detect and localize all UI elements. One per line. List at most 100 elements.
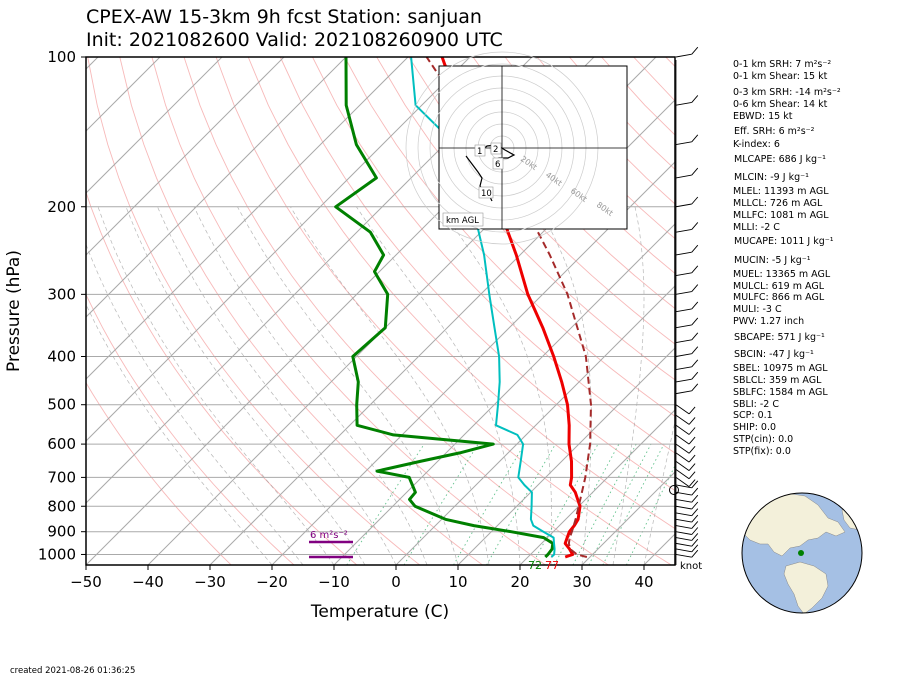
x-tick-label: 10 [448,573,467,591]
x-tick-label: 30 [572,573,591,591]
moist-adiabat [538,207,591,565]
moist-adiabat [194,207,427,565]
wind-units-label: knot [680,561,702,572]
wind-barb [676,367,692,370]
wind-barb [676,325,692,328]
isotherm [0,57,346,565]
moist-adiabat [98,207,334,565]
wind-barb [676,204,692,207]
y-tick-label: 500 [47,396,76,414]
y-tick-label: 300 [47,285,76,303]
wind-barb [676,379,692,382]
wind-barb [676,453,689,462]
wind-barb [676,354,692,357]
wind-barb-flag [692,302,698,309]
dry-adiabat [120,57,483,565]
y-tick-label: 700 [47,468,76,486]
isotherm [0,57,222,565]
wind-barb [676,461,689,470]
index-line: MUCIN: -5 J kg⁻¹ [734,255,811,266]
wind-barb-flag [692,488,698,495]
wind-barb-flag [692,347,698,354]
wind-barb [676,506,692,509]
wind-barb-flag [689,428,695,435]
wind-barb [676,526,692,529]
index-line: 0-3 km SRH: -14 m²s⁻² [733,87,841,98]
wind-barb-flag [689,446,695,453]
wind-barb [676,538,692,541]
index-line: SCP: 0.1 [733,410,773,421]
y-tick-label: 200 [47,198,76,216]
y-tick-label: 1000 [38,545,76,563]
station-marker [798,550,804,556]
wind-barb-flag [692,360,698,367]
hodograph-marker: 6 [495,160,500,170]
chart-title-line2: Init: 2021082600 Valid: 202108260900 UTC [86,29,503,51]
x-tick-label: 0 [391,573,401,591]
wind-barb-flag [692,266,698,273]
wind-barb [676,444,689,453]
index-line: 0-1 km Shear: 15 kt [733,71,828,82]
isotherm [0,57,284,565]
wind-barb [676,415,689,424]
index-line: MULCL: 619 m AGL [733,281,825,292]
moist-adiabat [644,207,713,565]
hodograph-marker: 2 [493,145,498,155]
wind-barb-flag [692,539,698,546]
index-line: SHIP: 0.0 [733,422,776,433]
wind-barb-flag [692,197,698,204]
wind-barb [676,549,692,552]
index-line: MLCAPE: 686 J kg⁻¹ [734,154,826,165]
wind-barb [676,499,692,502]
index-line: MULFC: 866 m AGL [733,292,825,303]
location-globe [742,493,864,614]
index-line: 0-6 km Shear: 14 kt [733,99,828,110]
wind-barb [676,54,692,57]
wind-barb-flag [689,455,695,462]
index-line: SBLFC: 1584 m AGL [733,387,828,398]
created-timestamp: created 2021-08-26 01:36:25 [10,666,135,675]
mixing-ratio-line [532,444,598,565]
wind-barb-flag [692,318,698,325]
moist-adiabat [158,207,397,565]
x-axis-label: Temperature (C) [310,602,449,622]
surface-temp-label: 77 [545,559,559,572]
index-line: STP(fix): 0.0 [733,446,791,457]
wind-barb [676,175,692,178]
isotherm [0,57,470,565]
isotherm [0,57,160,565]
wind-barb [676,492,692,495]
hodograph-marker: 10 [481,189,492,199]
wind-barb-flag [692,245,698,252]
wind-barb [676,425,689,434]
index-line: MLLCL: 726 m AGL [733,198,823,209]
y-tick-label: 800 [47,497,76,515]
dry-adiabat [88,57,420,565]
index-line: MLLFC: 1081 m AGL [733,210,829,221]
wind-barb-flag [692,528,698,535]
wind-barb [676,543,692,546]
wind-barb-flag [692,95,698,102]
wind-barb [676,513,692,516]
x-tick-label: 20 [510,573,529,591]
wind-barb-flag [692,372,698,379]
index-line: SBEL: 10975 m AGL [733,363,828,374]
wind-barb-flag [692,495,698,502]
index-line: MULI: -3 C [733,304,782,315]
index-line: 0-1 km SRH: 7 m²s⁻² [733,59,831,70]
x-tick-label: −30 [194,573,226,591]
wind-barb-flag [689,417,695,424]
isotherm [0,57,408,565]
index-line: MLEL: 11393 m AGL [733,186,829,197]
wind-barb [676,554,692,557]
wind-barb-flag [692,222,698,229]
index-line: MUCAPE: 1011 J kg⁻¹ [734,236,834,247]
wind-barb-flag [692,533,698,540]
y-tick-label: 100 [47,48,76,66]
index-line: Eff. SRH: 6 m²s⁻² [734,126,815,137]
index-line: SBLCL: 359 m AGL [733,375,822,386]
wind-barb [676,519,692,522]
wind-barb [676,229,692,232]
